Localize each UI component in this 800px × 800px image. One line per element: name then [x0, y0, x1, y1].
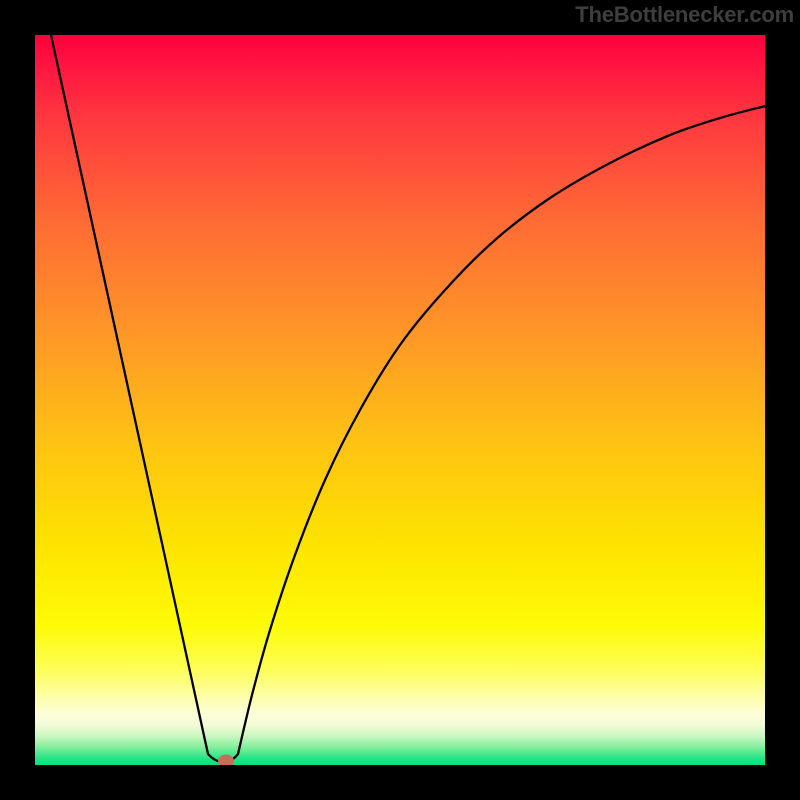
credit-label: TheBottlenecker.com — [575, 2, 794, 28]
bottleneck-curve — [51, 35, 765, 762]
plot-area — [35, 35, 765, 765]
minimum-marker — [218, 755, 234, 766]
chart-container: TheBottlenecker.com — [0, 0, 800, 800]
curve-svg — [35, 35, 765, 765]
